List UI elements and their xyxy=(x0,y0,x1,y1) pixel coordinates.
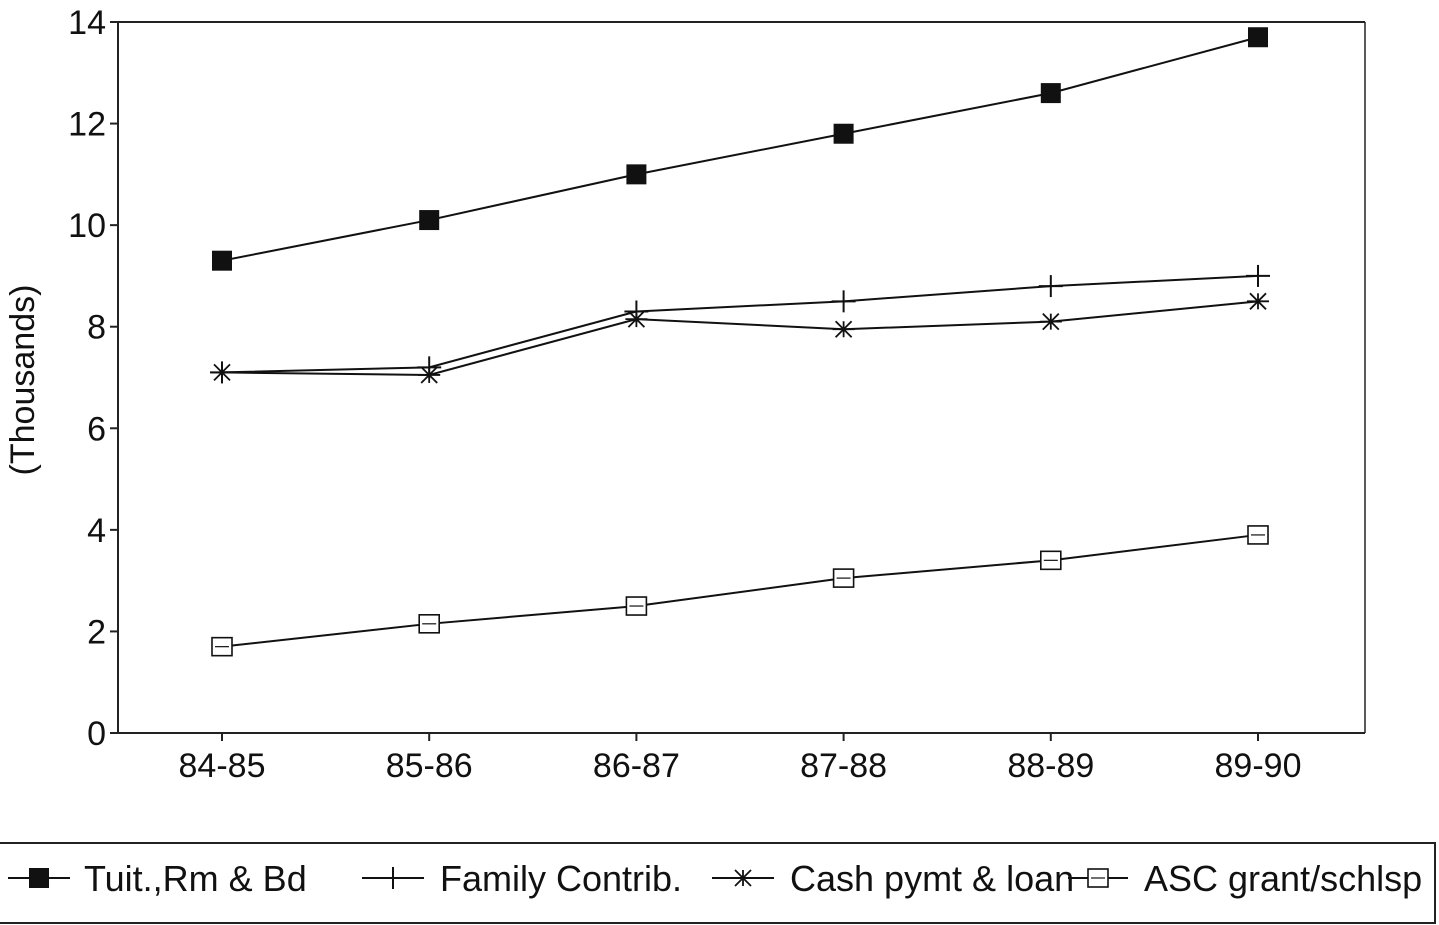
series-line xyxy=(221,533,1259,648)
x-tick-label: 87-88 xyxy=(800,747,887,785)
legend-entry-0: Tuit.,Rm & Bd xyxy=(8,858,307,899)
y-tick-label: 10 xyxy=(68,207,106,245)
data-point xyxy=(625,310,648,328)
legend-entry-2: Cash pymt & loan xyxy=(712,858,1074,899)
y-axis-title: (Thousands) xyxy=(4,285,42,476)
legend-marker xyxy=(29,868,49,888)
data-point xyxy=(211,636,233,657)
legend-marker xyxy=(381,867,405,889)
x-axis: 84-85 85-86 86-87 87-88 88-89 89-90 xyxy=(179,733,1302,785)
data-point xyxy=(625,596,648,616)
y-axis: 0 2 4 6 8 10 12 14 xyxy=(68,4,118,753)
data-point xyxy=(1040,83,1061,104)
data-point xyxy=(1247,525,1269,545)
series-2 xyxy=(211,292,1269,384)
data-point xyxy=(1246,264,1270,287)
y-tick-label: 12 xyxy=(68,106,106,144)
series-line xyxy=(221,300,1259,376)
data-point xyxy=(832,320,855,338)
y-tick-label: 4 xyxy=(87,512,106,550)
x-tick-label: 88-89 xyxy=(1007,747,1094,785)
plot-frame xyxy=(117,21,1366,734)
data-point xyxy=(833,123,854,144)
data-point xyxy=(418,614,441,634)
legend-marker xyxy=(732,869,754,887)
data-point xyxy=(626,164,647,185)
data-point xyxy=(1038,275,1063,298)
series-line xyxy=(221,274,1259,374)
data-point xyxy=(211,363,233,382)
data-point xyxy=(1039,312,1062,331)
legend-entry-3: ASC grant/schlsp xyxy=(1068,858,1422,899)
data-point xyxy=(1247,292,1269,310)
legend: Tuit.,Rm & Bd Family Contrib. Cash pymt & … xyxy=(0,842,1436,924)
data-point xyxy=(832,568,855,588)
series-0 xyxy=(212,27,1268,271)
series-line xyxy=(221,36,1259,262)
x-tick-label: 85-86 xyxy=(386,747,473,785)
y-tick-label: 2 xyxy=(87,613,106,651)
legend-label: ASC grant/schlsp xyxy=(1144,858,1422,899)
legend-box xyxy=(0,842,1436,924)
y-tick-label: 6 xyxy=(87,410,106,448)
series-3 xyxy=(211,525,1269,657)
legend-entry-1: Family Contrib. xyxy=(362,858,682,899)
data-point xyxy=(212,250,232,271)
legend-label: Family Contrib. xyxy=(440,858,682,899)
legend-marker xyxy=(1087,868,1109,888)
legend-label: Tuit.,Rm & Bd xyxy=(84,858,307,899)
data-point xyxy=(831,290,856,313)
y-tick-label: 8 xyxy=(87,309,106,347)
y-tick-label: 14 xyxy=(68,4,106,42)
data-point xyxy=(418,366,441,384)
x-tick-label: 84-85 xyxy=(179,747,266,785)
data-point xyxy=(419,210,440,231)
data-point xyxy=(1040,550,1062,571)
y-tick-label: 0 xyxy=(87,715,106,753)
x-tick-label: 89-90 xyxy=(1215,747,1302,785)
data-point xyxy=(1248,27,1268,48)
series-layer xyxy=(210,27,1270,657)
legend-label: Cash pymt & loan xyxy=(790,858,1074,899)
x-tick-label: 86-87 xyxy=(593,747,680,785)
